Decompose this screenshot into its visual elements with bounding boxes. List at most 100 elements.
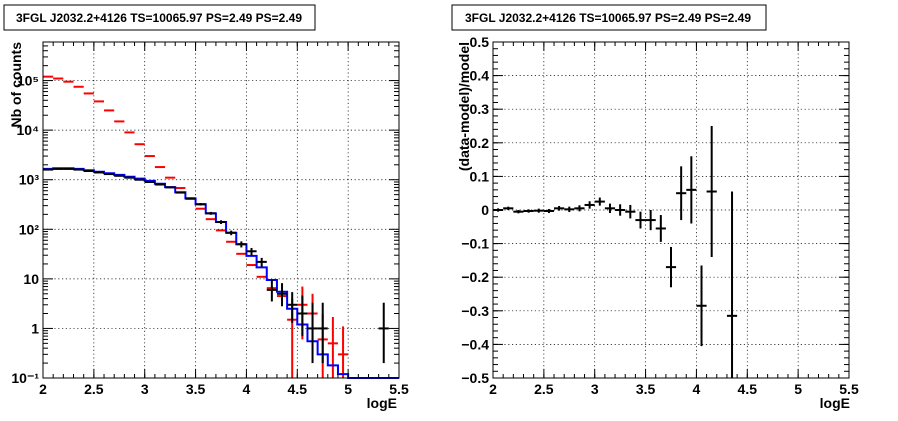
x-tick-label: 5 <box>794 381 802 397</box>
residual-series <box>493 126 738 378</box>
residual-point <box>625 204 636 219</box>
residual-x-axis-title: logE <box>820 395 850 411</box>
x-tick-label: 3 <box>141 381 149 397</box>
y-tick-label: 0.4 <box>470 68 490 84</box>
residual-point <box>676 166 687 221</box>
residual-point <box>686 156 697 224</box>
counts-title-box <box>3 4 316 31</box>
residual-point <box>726 191 738 378</box>
y-tick-label: −0.3 <box>461 303 489 319</box>
data-count-point <box>246 247 257 256</box>
x-tick-label: 4 <box>693 381 701 397</box>
residual-point <box>665 246 677 288</box>
y-tick-label: 10² <box>19 221 40 237</box>
residual-point <box>574 205 585 212</box>
data-count-point <box>317 302 328 364</box>
y-tick-label: −0.5 <box>461 370 489 386</box>
x-tick-label: 5.5 <box>389 381 409 397</box>
x-tick-label: 2.5 <box>534 381 554 397</box>
data-count-point <box>205 211 216 215</box>
residual-point <box>564 206 575 213</box>
data-count-point <box>53 167 64 170</box>
data-count-point <box>43 168 54 171</box>
x-tick-label: 3 <box>591 381 599 397</box>
x-tick-label: 5.5 <box>839 381 859 397</box>
x-tick-label: 3.5 <box>186 381 206 397</box>
y-tick-label: 10³ <box>19 172 40 188</box>
counts-series <box>43 75 399 379</box>
x-tick-label: 3.5 <box>636 381 656 397</box>
counts-plot-frame <box>42 41 400 379</box>
model-step-line <box>43 167 399 379</box>
y-tick-label: −0.2 <box>461 269 489 285</box>
data-count-point <box>297 295 308 337</box>
data-count-point <box>266 279 277 302</box>
residual-point <box>584 201 595 209</box>
data-count-point <box>144 180 155 183</box>
residual-panel: 3FGL J2032.2+4126 TS=10065.97 PS=2.49 PS… <box>451 4 859 411</box>
residual-grid <box>493 42 849 378</box>
x-tick-label: 2 <box>39 381 47 397</box>
data-count-point <box>114 174 125 177</box>
data-count-point <box>154 183 166 186</box>
residual-y-axis-title: (data-model)/model <box>456 42 472 171</box>
data-count-point <box>73 168 84 171</box>
residual-point <box>503 206 514 210</box>
y-tick-label: 10⁵ <box>17 73 39 89</box>
counts-grid <box>43 42 399 378</box>
x-tick-label: 2 <box>489 381 497 397</box>
x-tick-label: 5 <box>344 381 352 397</box>
residual-point <box>513 210 524 214</box>
residual-title: 3FGL J2032.2+4126 TS=10065.97 PS=2.49 PS… <box>465 11 751 25</box>
residual-point <box>645 210 656 231</box>
data-count-point <box>287 292 298 323</box>
data-count-point <box>134 178 145 181</box>
y-tick-label: 1 <box>31 320 39 336</box>
y-tick-label: 0.5 <box>470 34 490 50</box>
data-count-point <box>307 302 318 364</box>
x-tick-label: 4 <box>243 381 251 397</box>
residual-point <box>533 208 544 213</box>
y-tick-label: 0.1 <box>470 168 490 184</box>
data-count-point <box>378 302 389 364</box>
data-count-point <box>195 203 206 206</box>
y-tick-label: −0.4 <box>461 336 489 352</box>
data-count-point <box>175 191 186 194</box>
counts-ticks: 2 2.5 3 3.5 4 4.5 5 5.5 10⁻¹ 1 10 10² 10³ 10⁴ 10⁵ <box>11 42 409 397</box>
residual-point <box>594 197 605 206</box>
data-count-point <box>226 230 237 236</box>
data-count-point <box>236 241 247 248</box>
y-tick-label: 0.3 <box>470 101 490 117</box>
counts-y-axis-title: Nb of counts <box>8 42 24 128</box>
residual-point <box>615 204 626 216</box>
data-count-point <box>276 283 288 307</box>
data-count-point <box>124 176 135 179</box>
data-count-point <box>93 171 105 174</box>
data-count-point <box>83 169 94 172</box>
residual-point <box>554 205 565 211</box>
residual-point <box>696 265 707 347</box>
x-tick-label: 4.5 <box>738 381 758 397</box>
counts-title: 3FGL J2032.2+4126 TS=10065.97 PS=2.49 PS… <box>16 11 302 25</box>
data-count-point <box>104 173 115 176</box>
residual-point <box>523 209 534 213</box>
data-count-point <box>185 197 196 200</box>
x-tick-label: 4.5 <box>288 381 308 397</box>
data-count-point <box>256 257 267 267</box>
residual-point <box>635 211 646 229</box>
y-tick-label: 10⁴ <box>17 122 40 138</box>
y-tick-label: 0 <box>481 202 489 218</box>
y-tick-label: −0.1 <box>461 236 489 252</box>
residual-point <box>543 208 555 214</box>
model-count-marker <box>337 326 349 378</box>
counts-panel: 3FGL J2032.2+4126 TS=10065.97 PS=2.49 PS… <box>3 4 409 411</box>
counts-x-axis-title: logE <box>367 395 397 411</box>
data-count-point <box>63 167 74 170</box>
residual-point <box>655 215 666 242</box>
data-count-point <box>215 220 227 224</box>
residual-title-box <box>451 4 767 31</box>
residual-ticks: 2 2.5 3 3.5 4 4.5 5 5.5 −0.5 −0.4 −0.3 −0.2 −0.1 0 0.1… <box>461 34 859 397</box>
y-tick-label: 0.2 <box>470 135 490 151</box>
y-tick-label: 10⁻¹ <box>11 370 39 386</box>
